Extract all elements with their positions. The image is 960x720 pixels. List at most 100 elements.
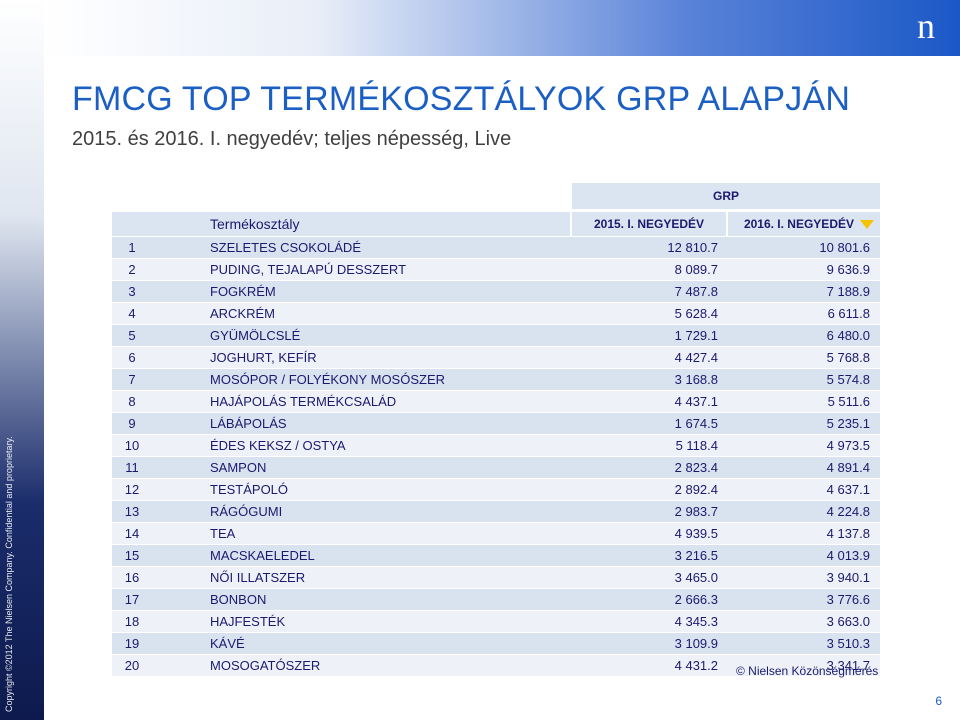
column-header-2016-q1[interactable]: 2016. I. NEGYEDÉV (728, 212, 880, 236)
rank-cell: 3 (128, 284, 136, 299)
category-name-cell: FOGKRÉM (210, 284, 276, 299)
grp-2015-cell: 1 674.5 (674, 416, 718, 431)
grp-2015-cell: 12 810.7 (667, 240, 718, 255)
sort-descending-icon (860, 220, 874, 229)
rank-cell: 8 (128, 394, 136, 409)
grp-2016-cell: 5 235.1 (826, 416, 870, 431)
rank-cell: 2 (128, 262, 136, 277)
grp-2015-cell: 3 465.0 (674, 570, 718, 585)
grp-2016-cell: 6 611.8 (827, 306, 870, 321)
grp-2015-cell: 5 118.4 (675, 438, 718, 453)
category-name-cell: ARCKRÉM (210, 306, 276, 321)
rank-cell: 13 (124, 504, 140, 519)
rank-cell: 12 (124, 482, 140, 497)
grp-group-header: GRP (572, 183, 880, 209)
grp-2015-cell: 2 892.4 (674, 482, 718, 497)
rank-cell: 16 (124, 570, 140, 585)
rank-cell: 1 (128, 240, 136, 255)
column-header-2016-q1-label: 2016. I. NEGYEDÉV (743, 217, 854, 231)
table-row: 4 ARCKRÉM 5 628.4 6 611.8 (112, 303, 880, 325)
grp-2016-cell: 6 480.0 (826, 328, 870, 343)
grp-2016-cell: 4 013.9 (826, 548, 870, 563)
grp-2015-cell: 2 983.7 (674, 504, 718, 519)
category-name-cell: MOSÓPOR / FOLYÉKONY MOSÓSZER (210, 372, 446, 387)
grp-2015-cell: 7 487.8 (674, 284, 718, 299)
table-row: 16 NŐI ILLATSZER 3 465.0 3 940.1 (112, 567, 880, 589)
category-name-cell: RÁGÓGUMI (210, 504, 283, 519)
category-name-cell: JOGHURT, KEFÍR (210, 350, 317, 365)
grp-2015-cell: 8 089.7 (674, 262, 718, 277)
rank-cell: 11 (125, 460, 139, 475)
grp-2016-cell: 7 188.9 (826, 284, 870, 299)
grp-2015-cell: 3 168.8 (674, 372, 718, 387)
rank-cell: 17 (124, 592, 140, 607)
table-row: 14 TEA 4 939.5 4 137.8 (112, 523, 880, 545)
column-header-category: Termékosztály (112, 212, 570, 236)
page-number: 6 (935, 694, 942, 708)
table-row: 20 MOSOGATÓSZER 4 431.2 3 341.7 (112, 655, 880, 677)
grp-2016-cell: 4 137.8 (826, 526, 870, 541)
grp-2015-cell: 2 666.3 (674, 592, 718, 607)
category-name-cell: BONBON (210, 592, 267, 607)
table-row: 15 MACSKAELEDEL 3 216.5 4 013.9 (112, 545, 880, 567)
grp-2016-cell: 3 776.6 (826, 592, 870, 607)
table-row: 6 JOGHURT, KEFÍR 4 427.4 5 768.8 (112, 347, 880, 369)
table-row: 5 GYÜMÖLCSLÉ 1 729.1 6 480.0 (112, 325, 880, 347)
category-name-cell: GYÜMÖLCSLÉ (210, 328, 301, 343)
table-row: 13 RÁGÓGUMI 2 983.7 4 224.8 (112, 501, 880, 523)
grp-2016-cell: 4 637.1 (826, 482, 870, 497)
category-name-cell: HAJÁPOLÁS TERMÉKCSALÁD (210, 394, 397, 409)
grp-2015-cell: 4 939.5 (674, 526, 718, 541)
copyright-notice: Copyright ©2012 The Nielsen Company. Con… (4, 436, 14, 712)
source-note: © Nielsen Közönségmérés (736, 664, 879, 678)
rank-cell: 4 (128, 306, 136, 321)
grp-2015-cell: 4 431.2 (674, 658, 718, 673)
grp-2015-cell: 4 437.1 (674, 394, 718, 409)
rank-cell: 19 (124, 636, 140, 651)
rank-cell: 15 (124, 548, 140, 563)
grp-2016-cell: 10 801.6 (819, 240, 870, 255)
grp-2016-cell: 5 574.8 (826, 372, 870, 387)
grp-2016-cell: 3 341.7 (826, 658, 870, 673)
category-name-cell: ÉDES KEKSZ / OSTYA (210, 438, 346, 453)
rank-cell: 14 (124, 526, 140, 541)
rank-cell: 5 (128, 328, 136, 343)
grp-2016-cell: 4 224.8 (826, 504, 870, 519)
category-name-cell: MOSOGATÓSZER (210, 658, 321, 673)
table-row: 18 HAJFESTÉK 4 345.3 3 663.0 (112, 611, 880, 633)
ranking-table-body: 1 SZELETES CSOKOLÁDÉ 12 810.7 10 801.6 2 PUDI… (112, 237, 880, 677)
table-row: 10 ÉDES KEKSZ / OSTYA 5 118.4 4 973.5 (112, 435, 880, 457)
slide-subtitle: 2015. és 2016. I. negyedév; teljes népes… (72, 128, 512, 150)
table-row: 3 FOGKRÉM 7 487.8 7 188.9 (112, 281, 880, 303)
category-name-cell: PUDING, TEJALAPÚ DESSZERT (210, 262, 407, 277)
category-name-cell: LÁBÁPOLÁS (210, 416, 287, 431)
grp-2016-cell: 4 891.4 (826, 460, 870, 475)
category-name-cell: NŐI ILLATSZER (210, 570, 306, 585)
grp-2015-cell: 4 427.4 (674, 350, 718, 365)
grp-2015-cell: 2 823.4 (674, 460, 718, 475)
table-row: 1 SZELETES CSOKOLÁDÉ 12 810.7 10 801.6 (112, 237, 880, 259)
grp-2015-cell: 1 729.1 (674, 328, 718, 343)
grp-2015-cell: 4 345.3 (674, 614, 718, 629)
grp-2016-cell: 9 636.9 (826, 262, 870, 277)
category-name-cell: SAMPON (210, 460, 267, 475)
rank-cell: 6 (128, 350, 136, 365)
slide-title: FMCG TOP TERMÉKOSZTÁLYOK GRP ALAPJÁN (72, 80, 851, 118)
grp-2015-cell: 3 216.5 (674, 548, 718, 563)
grp-2015-cell: 5 628.4 (674, 306, 718, 321)
grp-2016-cell: 4 973.5 (826, 438, 870, 453)
rank-cell: 9 (128, 416, 136, 431)
table-row: 11 SAMPON 2 823.4 4 891.4 (112, 457, 880, 479)
grp-2016-cell: 5 511.6 (827, 394, 870, 409)
grp-2016-cell: 3 510.3 (826, 636, 870, 651)
table-row: 2 PUDING, TEJALAPÚ DESSZERT 8 089.7 9 636.9 (112, 259, 880, 281)
table-row: 19 KÁVÉ 3 109.9 3 510.3 (112, 633, 880, 655)
table-row: 9 LÁBÁPOLÁS 1 674.5 5 235.1 (112, 413, 880, 435)
table-row: 8 HAJÁPOLÁS TERMÉKCSALÁD 4 437.1 5 511.6 (112, 391, 880, 413)
table-row: 17 BONBON 2 666.3 3 776.6 (112, 589, 880, 611)
category-name-cell: SZELETES CSOKOLÁDÉ (210, 240, 361, 255)
grp-2015-cell: 3 109.9 (674, 636, 718, 651)
left-decorative-band: Copyright ©2012 The Nielsen Company. Con… (0, 0, 44, 720)
category-name-cell: KÁVÉ (210, 636, 245, 651)
category-name-cell: TESTÁPOLÓ (210, 482, 289, 497)
